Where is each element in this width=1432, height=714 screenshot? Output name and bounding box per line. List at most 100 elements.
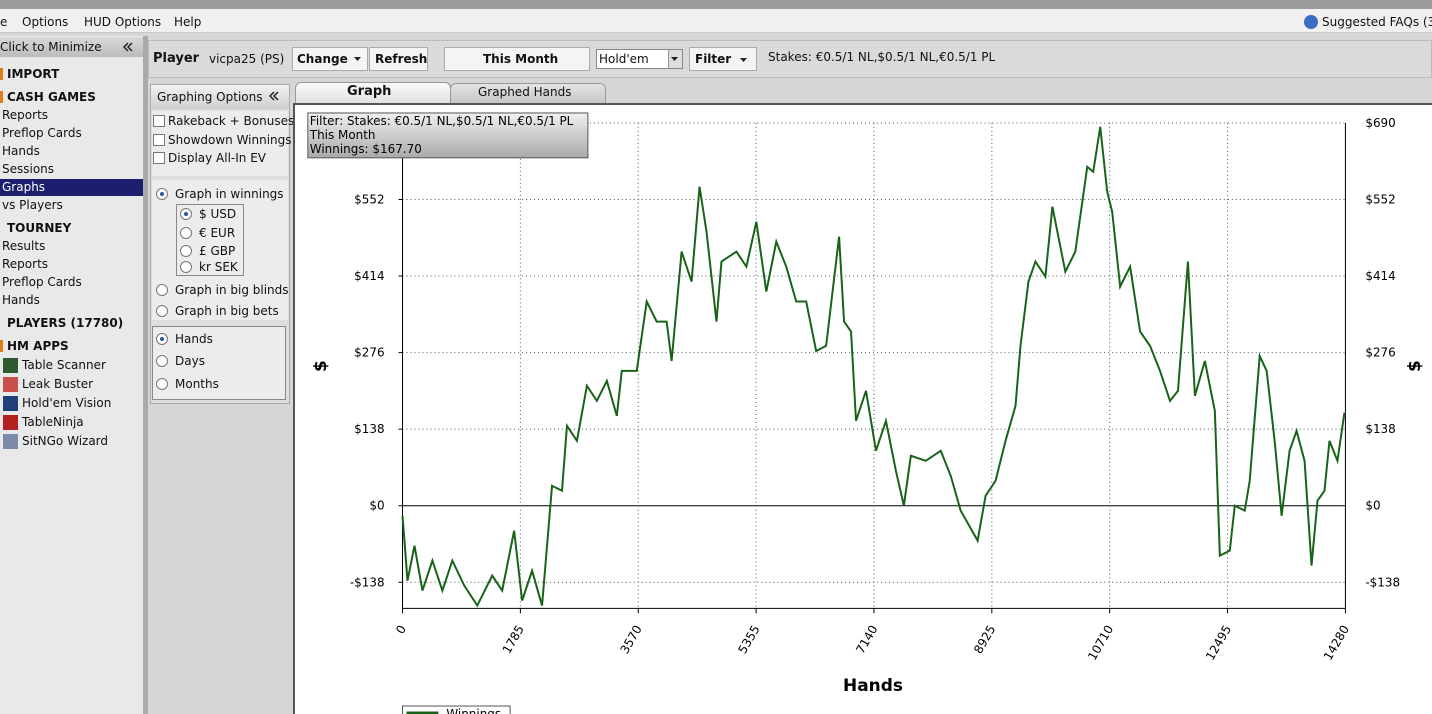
- filter-label[interactable]: Filter: [695, 52, 732, 66]
- splitter: [143, 36, 148, 714]
- radio[interactable]: [156, 378, 168, 390]
- options-title: Graphing Options: [157, 90, 263, 104]
- y-tick-label: $414: [354, 269, 384, 283]
- game-value[interactable]: Hold'em: [599, 52, 649, 66]
- collapse-icon[interactable]: [122, 42, 134, 52]
- radio-label[interactable]: $ USD: [199, 207, 237, 221]
- menu-item[interactable]: HUD Options: [84, 15, 162, 29]
- app-icon: [3, 377, 18, 392]
- checkbox[interactable]: [153, 152, 165, 164]
- x-tick-label: 10710: [1085, 623, 1116, 663]
- nav-section[interactable]: IMPORT: [7, 67, 60, 81]
- nav-section[interactable]: CASH GAMES: [7, 90, 96, 104]
- radio-label[interactable]: Months: [175, 377, 219, 391]
- radio[interactable]: [156, 355, 168, 367]
- nav-item[interactable]: Sessions: [2, 162, 55, 176]
- x-tick-label: 14280: [1321, 623, 1352, 663]
- tab-label[interactable]: Graph: [347, 84, 392, 99]
- radio-label[interactable]: Days: [175, 354, 205, 368]
- app-icon: [3, 415, 18, 430]
- radio-label[interactable]: kr SEK: [199, 260, 238, 274]
- nav-section[interactable]: TOURNEY: [7, 221, 72, 235]
- checkbox-label[interactable]: Showdown Winnings: [168, 133, 292, 147]
- radio[interactable]: [156, 188, 168, 200]
- app-item[interactable]: Hold'em Vision: [22, 396, 112, 410]
- radio-label[interactable]: Graph in big bets: [175, 304, 279, 318]
- app-item[interactable]: Table Scanner: [22, 358, 106, 372]
- legend-label: Winnings: [446, 707, 501, 714]
- checkbox-label[interactable]: Display All-In EV: [168, 151, 267, 165]
- nav-item[interactable]: Results: [2, 239, 46, 253]
- stakes-text: Stakes: €0.5/1 NL,$0.5/1 NL,€0.5/1 PL: [768, 50, 996, 64]
- radio[interactable]: [156, 333, 168, 345]
- dropdown-arrow: [354, 57, 361, 61]
- menu-item[interactable]: Help: [174, 15, 202, 29]
- dropdown-arrow: [740, 58, 747, 62]
- radio-label[interactable]: Graph in winnings: [175, 187, 284, 201]
- radio-label[interactable]: € EUR: [199, 226, 236, 240]
- nav-item[interactable]: Graphs: [2, 180, 46, 194]
- y-tick-label: -$138: [350, 575, 385, 589]
- nav-item[interactable]: Preflop Cards: [2, 126, 82, 140]
- app-icon: [3, 434, 18, 449]
- game-select[interactable]: [596, 49, 683, 69]
- app-item[interactable]: Leak Buster: [22, 377, 94, 391]
- nav-item[interactable]: Reports: [2, 257, 49, 271]
- app-item[interactable]: SitNGo Wizard: [22, 434, 109, 448]
- tab[interactable]: [450, 83, 606, 103]
- checkbox-label[interactable]: Rakeback + Bonuses: [168, 114, 295, 128]
- nav-item[interactable]: Hands: [2, 293, 40, 307]
- y2-tick-label: $276: [1365, 346, 1395, 360]
- nav-selected: [0, 179, 143, 196]
- checkbox[interactable]: [153, 115, 165, 127]
- nav-item[interactable]: Reports: [2, 108, 49, 122]
- x-tick-label: 7140: [853, 623, 880, 656]
- faq-link[interactable]: Suggested FAQs (3: [1322, 15, 1432, 29]
- change-label[interactable]: Change: [297, 52, 348, 66]
- nav-item[interactable]: vs Players: [2, 198, 63, 212]
- y2-tick-label: -$138: [1365, 575, 1400, 589]
- currency-group: [176, 204, 244, 276]
- radio-label[interactable]: £ GBP: [199, 244, 236, 258]
- menu-item[interactable]: e: [0, 15, 8, 29]
- radio-group: [152, 180, 288, 320]
- minimize-bar[interactable]: [0, 37, 143, 57]
- y-tick-label: $0: [369, 499, 384, 513]
- minimize-label[interactable]: Click to Minimize: [0, 40, 102, 54]
- app-item[interactable]: TableNinja: [22, 415, 84, 429]
- sidebar: [0, 36, 143, 714]
- filter-text: Winnings: $167.70: [310, 142, 422, 156]
- radio[interactable]: [180, 261, 192, 273]
- radio[interactable]: [156, 305, 168, 317]
- player-name: vicpa25 (PS): [209, 52, 285, 66]
- period-label[interactable]: This Month: [483, 52, 559, 66]
- x-tick-label: 1785: [500, 623, 527, 656]
- radio[interactable]: [180, 245, 192, 257]
- nav-section[interactable]: HM APPS: [7, 339, 69, 353]
- radio-label[interactable]: Graph in big blinds: [175, 283, 289, 297]
- legend-box: [402, 705, 511, 714]
- nav-item[interactable]: Hands: [2, 144, 40, 158]
- period-button[interactable]: [444, 47, 590, 71]
- filter-box: [307, 112, 589, 159]
- refresh-label[interactable]: Refresh: [375, 52, 428, 66]
- collapse-icon[interactable]: [268, 91, 280, 101]
- radio[interactable]: [180, 227, 192, 239]
- nav-item[interactable]: Preflop Cards: [2, 275, 82, 289]
- tab-label[interactable]: Graphed Hands: [478, 85, 572, 99]
- y-tick-label: $138: [354, 422, 384, 436]
- axis-frame: [402, 122, 1346, 609]
- nav-section[interactable]: PLAYERS (17780): [7, 316, 124, 330]
- y2-tick-label: $138: [1365, 422, 1395, 436]
- checkbox[interactable]: [153, 134, 165, 146]
- y2-tick-label: $552: [1365, 192, 1395, 206]
- radio-label[interactable]: Hands: [175, 332, 213, 346]
- menu-item[interactable]: Options: [22, 15, 69, 29]
- x-tick-label: 12495: [1203, 623, 1234, 663]
- change-button[interactable]: [292, 47, 368, 71]
- radio[interactable]: [180, 208, 192, 220]
- help-icon: [1304, 15, 1318, 29]
- radio[interactable]: [156, 284, 168, 296]
- refresh-button[interactable]: [369, 47, 428, 71]
